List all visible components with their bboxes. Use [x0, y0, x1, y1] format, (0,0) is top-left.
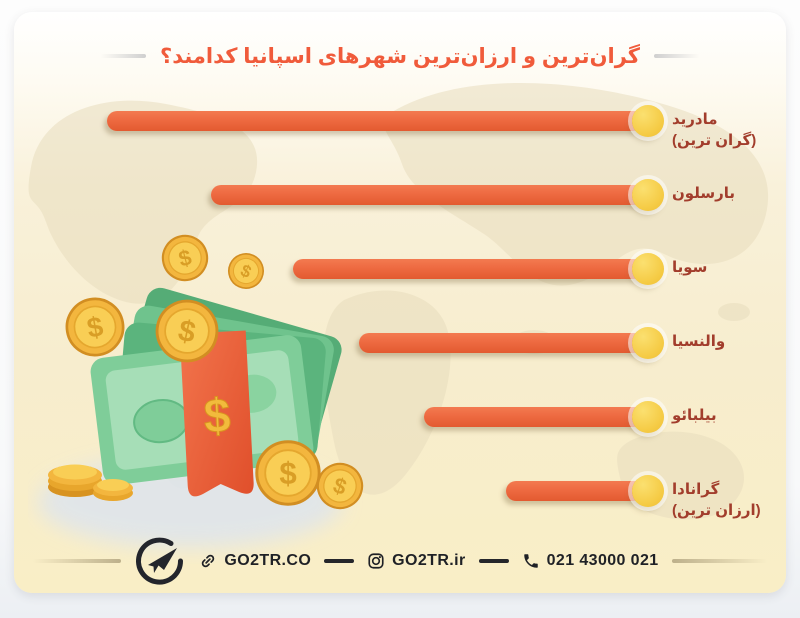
page-title: گران‌ترین و ارزان‌ترین شهرهای اسپانیا کد…: [160, 44, 640, 68]
phone-icon: [523, 554, 538, 568]
city-label: بیلبائو: [672, 407, 717, 424]
website-link[interactable]: GO2TR.CO: [199, 552, 311, 570]
band-dollar-glyph: $: [202, 389, 232, 443]
infographic-card: گران‌ترین و ارزان‌ترین شهرهای اسپانیا کد…: [14, 12, 786, 593]
instagram-label: GO2TR.ir: [392, 552, 466, 569]
bar: [107, 111, 654, 131]
city-note: (ارزان ترین): [672, 502, 761, 519]
footer-dash-left: [33, 559, 122, 563]
bar-label: مادرید (گران ترین): [672, 109, 786, 151]
city-label: سویا: [672, 259, 708, 276]
city-label: والنسیا: [672, 333, 726, 350]
title-row: گران‌ترین و ارزان‌ترین شهرهای اسپانیا کد…: [14, 36, 786, 76]
bar: [359, 333, 654, 353]
link-icon: [202, 554, 215, 568]
city-label: بارسلون: [672, 185, 735, 202]
money-band: $: [179, 330, 254, 497]
bar-label: بارسلون: [672, 183, 786, 204]
phone-contact[interactable]: 021 43000 021: [522, 552, 659, 570]
city-note: (گران ترین): [672, 132, 757, 149]
bar-end-dot: [632, 327, 664, 359]
bar: [424, 407, 654, 427]
website-label: GO2TR.CO: [224, 552, 312, 569]
city-label: مادرید: [672, 111, 718, 128]
footer: GO2TR.CO GO2TR.ir 021 43000 021: [14, 537, 786, 585]
bar-end-dot: [632, 253, 664, 285]
bar-chart: مادرید (گران ترین) بارسلون سویا: [14, 12, 786, 593]
footer-divider: [478, 559, 509, 563]
bar-end-dot: [632, 179, 664, 211]
go2tr-logo: [136, 537, 184, 585]
instagram-icon: [368, 553, 384, 569]
bar: [293, 259, 654, 279]
bar: [506, 481, 654, 501]
title-dash-left: [100, 54, 147, 58]
city-label: گرانادا: [672, 481, 720, 498]
bar-end-dot: [632, 401, 664, 433]
coin-stack: [48, 464, 133, 501]
bar-end-dot: [632, 105, 664, 137]
bar-label: سویا: [672, 257, 786, 278]
bar: [211, 185, 654, 205]
bar-label: گرانادا (ارزان ترین): [672, 479, 786, 521]
money-illustration: $ $: [38, 234, 369, 548]
instagram-link[interactable]: GO2TR.ir: [367, 552, 465, 570]
footer-divider: [324, 559, 355, 563]
bar-end-dot: [632, 475, 664, 507]
bar-label: والنسیا: [672, 331, 786, 352]
title-dash-right: [653, 54, 700, 58]
bar-label: بیلبائو: [672, 405, 786, 426]
phone-number: 021 43000 021: [546, 552, 659, 569]
footer-dash-right: [671, 559, 767, 563]
